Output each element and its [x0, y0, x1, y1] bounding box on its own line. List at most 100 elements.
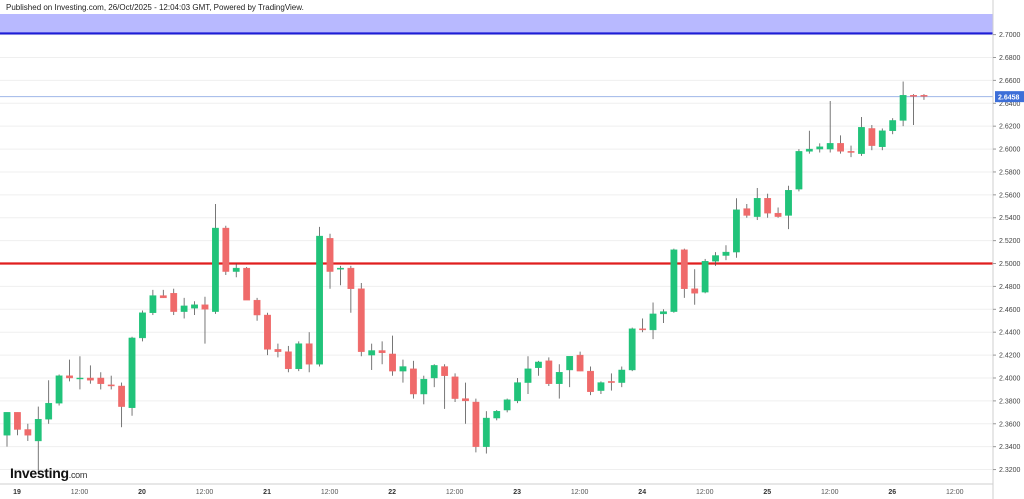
- candle-body: [441, 366, 449, 376]
- candle-body: [295, 343, 303, 370]
- candle-body: [618, 369, 626, 383]
- y-tick-label: 2.6600: [999, 78, 1021, 85]
- candle-body: [118, 385, 126, 407]
- candle-body: [878, 130, 886, 147]
- candle-body: [503, 399, 511, 411]
- candle-body: [232, 267, 240, 272]
- candle-body: [753, 198, 761, 217]
- candle-body: [3, 412, 11, 436]
- candle-body: [451, 376, 459, 399]
- candle-body: [316, 235, 323, 365]
- candle-body: [34, 418, 42, 442]
- candle-body: [576, 354, 584, 372]
- y-tick-label: 2.4600: [999, 307, 1021, 314]
- candle-body: [722, 251, 730, 256]
- candle-body: [222, 227, 230, 272]
- candle-body: [284, 351, 292, 370]
- y-tick-label: 2.5000: [999, 261, 1021, 268]
- candle-body: [211, 227, 219, 312]
- x-tick-label: 12:00: [571, 489, 589, 496]
- candle-body: [482, 417, 490, 447]
- x-tick-label: 24: [638, 489, 646, 496]
- candle-body: [264, 314, 271, 350]
- candle-body: [701, 261, 709, 293]
- candle-body: [868, 128, 876, 146]
- last-price-label: 2.6458: [998, 95, 1020, 102]
- x-tick-label: 21: [263, 489, 271, 496]
- candle-body: [649, 313, 657, 331]
- candle-body: [670, 249, 678, 312]
- candle-body: [357, 288, 365, 352]
- candle-body: [253, 299, 261, 316]
- logo-suffix: .com: [68, 470, 88, 480]
- candle-body: [149, 295, 157, 313]
- candle-body: [660, 311, 667, 315]
- x-tick-label: 12:00: [446, 489, 464, 496]
- y-tick-label: 2.5800: [999, 169, 1021, 176]
- candle-body: [86, 377, 94, 381]
- candle-body: [639, 328, 647, 331]
- candle-body: [920, 95, 928, 97]
- candle-body: [816, 146, 824, 150]
- candle-body: [910, 95, 917, 97]
- candle-body: [774, 212, 782, 217]
- candle-body: [493, 410, 501, 419]
- y-tick-label: 2.5200: [999, 238, 1021, 245]
- y-tick-label: 2.4200: [999, 353, 1021, 360]
- investing-logo: Investing.com: [10, 465, 87, 481]
- candle-body: [743, 208, 751, 216]
- last-price-badge: [995, 91, 1024, 103]
- candle-body: [337, 267, 344, 270]
- candle-body: [514, 382, 521, 402]
- candle-body: [24, 429, 32, 436]
- candle-body: [462, 398, 469, 402]
- candle-body: [66, 375, 73, 379]
- candle-body: [378, 350, 386, 354]
- candle-body: [107, 384, 115, 387]
- y-tick-label: 2.3400: [999, 444, 1021, 451]
- published-note: Published on Investing.com, 26/Oct/2025 …: [6, 3, 304, 12]
- candle-body: [305, 343, 313, 365]
- x-tick-label: 26: [888, 489, 896, 496]
- x-tick-label: 22: [388, 489, 396, 496]
- y-tick-label: 2.6200: [999, 124, 1021, 131]
- y-tick-label: 2.6000: [999, 147, 1021, 154]
- resistance-zone: [0, 14, 993, 34]
- x-tick-label: 25: [763, 489, 771, 496]
- x-tick-label: 12:00: [71, 489, 89, 496]
- candle-body: [139, 312, 146, 339]
- candle-body: [399, 366, 407, 372]
- x-tick-label: 12:00: [946, 489, 964, 496]
- y-tick-label: 2.3600: [999, 421, 1021, 428]
- candle-body: [785, 190, 792, 216]
- candle-body: [628, 328, 636, 371]
- logo-brand: Investing: [10, 465, 69, 481]
- candle-body: [243, 267, 251, 301]
- candle-body: [55, 375, 63, 404]
- candle-body: [764, 198, 772, 214]
- x-tick-label: 12:00: [196, 489, 214, 496]
- candle-body: [45, 402, 53, 420]
- candle-body: [191, 304, 198, 309]
- candle-body: [889, 120, 897, 131]
- candle-body: [524, 368, 532, 383]
- candle-body: [274, 349, 282, 352]
- candle-body: [347, 267, 355, 289]
- y-tick-label: 2.3200: [999, 467, 1021, 474]
- candle-body: [795, 151, 803, 190]
- y-tick-label: 2.6400: [999, 101, 1021, 108]
- x-tick-label: 19: [13, 489, 21, 496]
- y-tick-label: 2.5600: [999, 192, 1021, 199]
- candle-body: [159, 295, 167, 299]
- candle-body: [420, 378, 428, 395]
- candle-body: [368, 350, 376, 356]
- candle-body: [566, 356, 574, 371]
- x-tick-label: 12:00: [321, 489, 339, 496]
- candle-body: [805, 148, 813, 152]
- x-tick-label: 20: [138, 489, 146, 496]
- x-tick-label: 12:00: [696, 489, 714, 496]
- y-tick-label: 2.6800: [999, 55, 1021, 62]
- x-tick-label: 12:00: [821, 489, 839, 496]
- x-tick-label: 23: [513, 489, 521, 496]
